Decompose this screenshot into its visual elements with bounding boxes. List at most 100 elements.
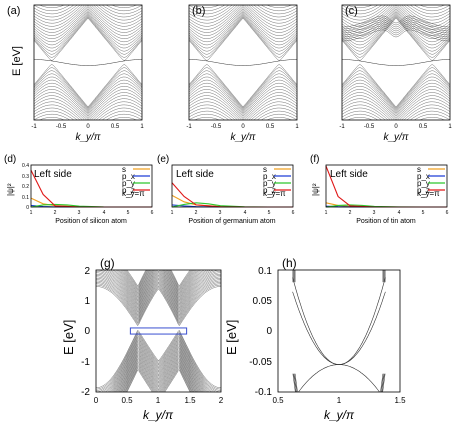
band-line: [115, 349, 202, 392]
edge-state: [189, 59, 297, 66]
band-line: [34, 5, 142, 15]
band-line: [34, 104, 142, 120]
band-line: [342, 83, 450, 115]
band-line: [381, 373, 385, 392]
legend-f: s p_x p_y p_z: [417, 165, 445, 195]
band-line: [189, 92, 297, 120]
band-line: [34, 98, 142, 120]
xtick-f-4: 4: [398, 210, 401, 216]
band-line: [189, 0, 297, 2]
xticks-c: -1 -0.5 0 0.5 1: [339, 124, 452, 130]
band-line: [96, 329, 221, 388]
band-line: [107, 339, 210, 392]
band-line: [114, 347, 203, 392]
ylabel-d: |ψ|²: [6, 183, 15, 196]
ytick-g-2: -1: [81, 357, 90, 368]
band-line: [96, 334, 221, 392]
band-line: [189, 15, 297, 55]
band-line: [189, 17, 297, 61]
panel-e: (e) Left side 1 2 3 4 5 6 Position of ge…: [157, 154, 295, 225]
panel-a: (a) E [eV] -1 -0.5 0 0.5 1 k_y/π: [7, 4, 144, 143]
band-line: [189, 10, 297, 42]
band-line: [342, 6, 450, 36]
ytick-h-5: 0.1: [258, 266, 272, 277]
xlabel-h: k_y/π: [324, 408, 355, 422]
band-line: [189, 107, 297, 120]
xtick-a-3: 0: [86, 124, 90, 130]
band-line: [298, 364, 380, 392]
band-line: [342, 114, 450, 120]
band-line: [342, 27, 450, 40]
band-line: [189, 5, 297, 24]
band-line: [34, 5, 142, 21]
panel-label-g: (g): [100, 256, 115, 270]
panel-g: (g) E [eV] -2 -1 0 1 2 0 0.5 1 1.5 2 k_y…: [61, 256, 224, 422]
band-line: [34, 86, 142, 117]
band-line: [96, 331, 221, 390]
band-line: [189, 14, 297, 52]
frame-c: [341, 4, 451, 121]
xticks-f: 1 2 3 4 5 6: [325, 210, 449, 216]
band-line: [292, 277, 386, 365]
band-line: [189, 104, 297, 120]
panel-label-d: (d): [4, 154, 16, 165]
ytick-g-3: 0: [84, 326, 90, 337]
band-line: [189, 5, 297, 18]
band-line: [34, 14, 142, 52]
band-line: [34, 89, 142, 119]
ytick-d-3: 0.2: [22, 184, 29, 190]
band-line: [113, 270, 204, 302]
xtick-d-2: 2: [54, 210, 57, 216]
frame-d: [30, 164, 153, 208]
band-line: [108, 340, 209, 392]
xtick-h-1: 0.5: [272, 396, 284, 405]
band-line: [34, 114, 142, 120]
ytick-d-2: 0.1: [22, 195, 29, 201]
frame-e: [171, 164, 294, 208]
xtick-f-5: 5: [422, 210, 425, 216]
xtick-b-2: -0.5: [211, 124, 222, 130]
frame-f: [325, 164, 448, 208]
band-line: [189, 0, 297, 5]
band-line: [112, 345, 205, 392]
band-line: [189, 98, 297, 120]
band-line: [342, 15, 450, 55]
band-line: [342, 70, 450, 110]
band-line: [34, 76, 142, 112]
panel-f: (f) Left side |ψ|² 1 2 3 4 5 6 Position …: [310, 154, 449, 225]
band-line: [119, 270, 198, 296]
panel-label-c: (c): [345, 5, 358, 17]
band-line: [342, 15, 450, 28]
band-line: [106, 270, 211, 307]
legend-e-s-label: s: [263, 165, 267, 174]
annotation-e: Left side: [176, 169, 214, 180]
bands-h: [292, 270, 386, 392]
band-line: [34, 95, 142, 120]
band-line: [189, 5, 297, 21]
xtick-d-5: 5: [127, 210, 130, 216]
band-line: [116, 351, 201, 392]
xtick-d-4: 4: [103, 210, 106, 216]
legend-f-px-label: p_x: [417, 172, 430, 181]
ylabel-g: E [eV]: [61, 320, 76, 355]
bands-a: [34, 5, 142, 120]
band-line: [342, 0, 450, 2]
band-line: [294, 373, 298, 392]
band-line: [96, 286, 221, 327]
band-line: [342, 0, 450, 5]
xtick-f-2: 2: [349, 210, 352, 216]
band-line: [342, 92, 450, 120]
panel-h: (h) E [eV] -0.1 -0.05 0 0.05 0.1 0.5 1 1…: [224, 256, 406, 422]
panel-label-f: (f): [310, 154, 319, 165]
band-line: [119, 355, 198, 392]
band-line: [109, 342, 208, 392]
panel-c: (c) -1 -0.5 0 0.5 1 k_y/π: [339, 0, 452, 143]
legend-d: s p_x p_y p_z: [122, 165, 150, 195]
band-line: [34, 6, 142, 36]
band-line: [34, 83, 142, 115]
band-line: [342, 17, 450, 30]
band-line: [294, 373, 298, 392]
band-line: [34, 5, 142, 18]
band-line: [96, 279, 221, 320]
frame-h: [277, 269, 401, 393]
